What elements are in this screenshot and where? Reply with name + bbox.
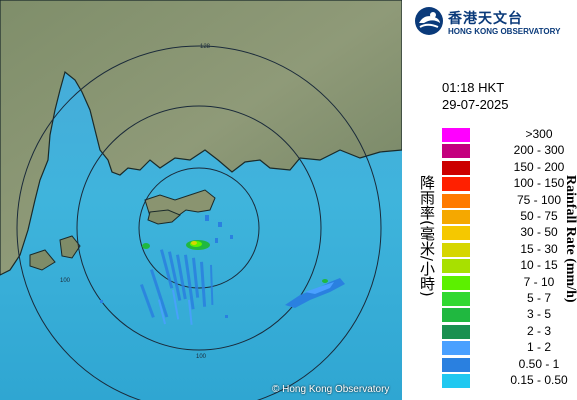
side-panel: 香港天文台 HONG KONG OBSERVATORY 01:18 HKT 29… [402,0,577,400]
legend-label: 30 - 50 [520,225,558,240]
range-ring-outer [16,45,382,400]
legend-swatch [442,210,470,224]
legend-swatch [442,341,470,356]
legend-swatch [442,177,470,192]
range-ring-middle [76,105,322,351]
west-islands [29,249,56,271]
legend-label: 0.15 - 0.50 [510,373,568,387]
hko-logo-icon [415,7,443,35]
mainland-land [0,0,402,276]
logo-name-en: HONG KONG OBSERVATORY [448,27,561,36]
legend-label: 100 - 150 [513,176,565,191]
legend-label: 10 - 15 [520,258,558,273]
legend-swatch [442,193,470,208]
legend-label: 1 - 2 [526,340,551,355]
logo-name-cn: 香港天文台 [448,11,523,27]
legend-swatch [442,292,470,306]
legend-swatch [442,226,470,241]
legend-label: 75 - 100 [516,192,562,207]
legend-swatch [442,128,470,142]
radar-map-svg: 128 100 100 [0,0,402,400]
legend-label: 0.50 - 1 [518,356,560,371]
macau-area [59,235,81,259]
legend-swatch [442,275,470,290]
timestamp-date: 29-07-2025 [442,97,509,112]
range-ring-inner [138,167,260,289]
legend-swatch [442,324,470,339]
range-label-north: 128 [200,44,211,50]
legend-swatch [442,144,470,159]
range-label-south: 100 [196,354,207,360]
legend-swatch [442,357,470,372]
legend-label: >300 [525,127,553,141]
timestamp-time: 01:18 HKT [442,80,505,95]
legend-label: 50 - 75 [520,209,558,223]
lantau-island [147,209,181,225]
legend-label: 3 - 5 [526,307,551,322]
legend-title-cn: 降雨率(毫米/小時) [418,175,436,297]
range-label-west: 100 [60,278,71,284]
legend-swatch [442,308,470,323]
legend-title-en: Rainfall Rate (mm/h) [563,175,577,303]
copyright-text: © Hong Kong Observatory [272,384,390,395]
rain-echoes [100,215,345,325]
legend-swatch [442,242,470,257]
legend-swatch [442,160,470,175]
legend-label: 200 - 300 [513,143,565,158]
legend-swatch [442,374,470,388]
range-rings [16,45,382,400]
radar-map[interactable]: 128 100 100 [0,0,402,400]
legend-label: 2 - 3 [526,323,551,338]
legend-swatch [442,259,470,274]
legend-label: 150 - 200 [513,159,565,174]
legend-label: 15 - 30 [520,241,558,256]
legend-label: 7 - 10 [523,274,555,289]
hko-logo[interactable]: 香港天文台 HONG KONG OBSERVATORY [414,6,574,38]
legend-label: 5 - 7 [526,291,551,305]
